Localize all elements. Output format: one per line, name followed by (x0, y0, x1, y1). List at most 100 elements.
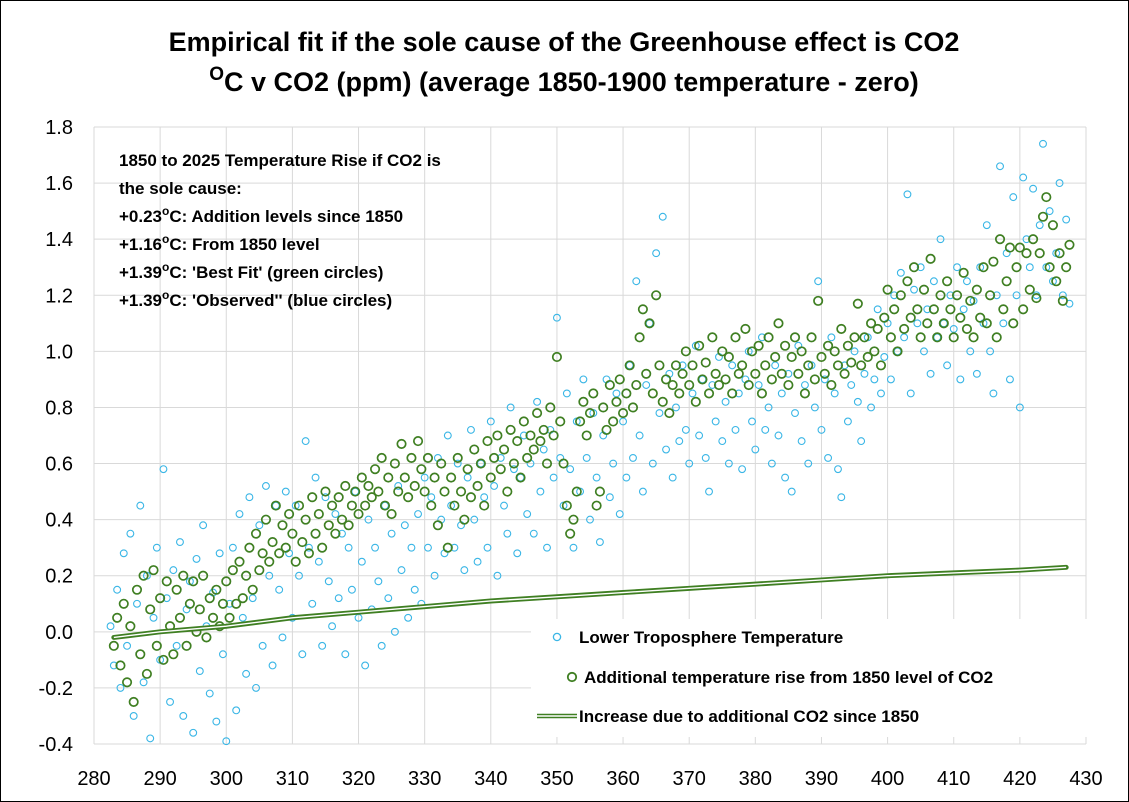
green-point (961, 323, 973, 334)
blue-point (761, 425, 770, 434)
green-point (737, 360, 748, 371)
blue-point (814, 277, 823, 286)
blue-point (334, 594, 343, 603)
y-tick-label: -0.4 (39, 734, 73, 756)
green-point (131, 584, 143, 595)
series-additional-rise (108, 192, 1075, 707)
x-tick-label: 350 (540, 768, 573, 790)
blue-point (675, 437, 684, 446)
blue-point (824, 453, 833, 462)
green-point (727, 388, 738, 399)
x-tick-label: 430 (1069, 768, 1102, 790)
green-point (614, 374, 625, 385)
green-point (975, 312, 986, 323)
green-point (310, 528, 321, 539)
blue-point (880, 353, 889, 361)
blue-point (523, 510, 532, 518)
blue-point (959, 305, 968, 314)
blue-point (804, 459, 813, 468)
blue-point (906, 389, 915, 398)
green-point (161, 576, 172, 587)
blue-point (225, 599, 234, 608)
green-point (1031, 293, 1042, 304)
blue-point (136, 501, 145, 510)
blue-point (357, 557, 366, 566)
blue-point (133, 599, 141, 608)
blue-point (956, 375, 965, 384)
blue-point (751, 445, 760, 454)
green-point (763, 332, 774, 343)
green-point (849, 332, 860, 343)
green-point (601, 424, 612, 435)
blue-point (705, 487, 713, 496)
green-point (221, 576, 232, 587)
green-point (832, 360, 844, 371)
blue-point (992, 291, 1001, 300)
blue-point (853, 397, 862, 406)
green-point (379, 500, 391, 511)
blue-point (146, 734, 155, 743)
green-point (872, 323, 883, 334)
blue-point (480, 493, 489, 502)
y-tick-label: 0.4 (45, 510, 73, 532)
blue-point (936, 235, 945, 244)
blue-point (109, 661, 118, 670)
blue-point (166, 697, 175, 706)
blue-point (609, 459, 618, 468)
green-point (181, 640, 192, 651)
green-point (621, 388, 632, 399)
green-point (670, 360, 682, 371)
x-tick-label: 420 (1003, 768, 1036, 790)
blue-point (222, 737, 231, 746)
green-point (770, 351, 781, 363)
green-point (270, 500, 281, 511)
blue-point (119, 549, 128, 558)
blue-point (278, 633, 287, 642)
blue-point (695, 431, 704, 440)
green-point (889, 304, 900, 315)
green-point (786, 351, 797, 363)
legend-label-additional-rise: Additional temperature rise from 1850 le… (584, 668, 993, 687)
annotation-line1: 1850 to 2025 Temperature Rise if CO2 is (119, 151, 441, 170)
green-point (895, 290, 906, 301)
blue-point (582, 453, 591, 462)
blue-point (377, 641, 386, 650)
green-point (713, 379, 725, 391)
annotation-line2: the sole cause: (119, 179, 242, 198)
blue-point (509, 465, 518, 474)
blue-point (1045, 207, 1054, 216)
blue-point (318, 641, 327, 650)
green-point (813, 295, 824, 306)
green-point (985, 290, 996, 301)
green-point (515, 472, 526, 483)
blue-point (566, 465, 575, 474)
blue-point (731, 425, 740, 434)
blue-point (255, 521, 264, 530)
blue-point (275, 585, 284, 594)
x-tick-label: 390 (805, 768, 838, 790)
green-point (260, 514, 271, 525)
blue-point (513, 549, 522, 558)
blue-point (668, 473, 677, 482)
blue-point (443, 431, 452, 440)
blue-point (860, 369, 869, 378)
blue-point (252, 683, 260, 692)
blue-point (711, 417, 720, 426)
green-point (108, 640, 119, 651)
green-point (535, 436, 546, 447)
blue-point (648, 459, 657, 468)
blue-point (847, 381, 856, 389)
blue-point (539, 445, 548, 454)
blue-point (903, 190, 912, 199)
green-point (746, 346, 758, 357)
green-point (370, 464, 381, 475)
green-point (998, 304, 1009, 315)
blue-point (817, 425, 826, 434)
blue-point (533, 397, 542, 406)
green-point (532, 408, 543, 419)
blue-point (500, 501, 508, 510)
green-point (323, 520, 334, 531)
chart-title: Empirical fit if the sole cause of the G… (169, 27, 960, 57)
series-increase-line (111, 564, 1069, 640)
green-point (204, 593, 215, 604)
